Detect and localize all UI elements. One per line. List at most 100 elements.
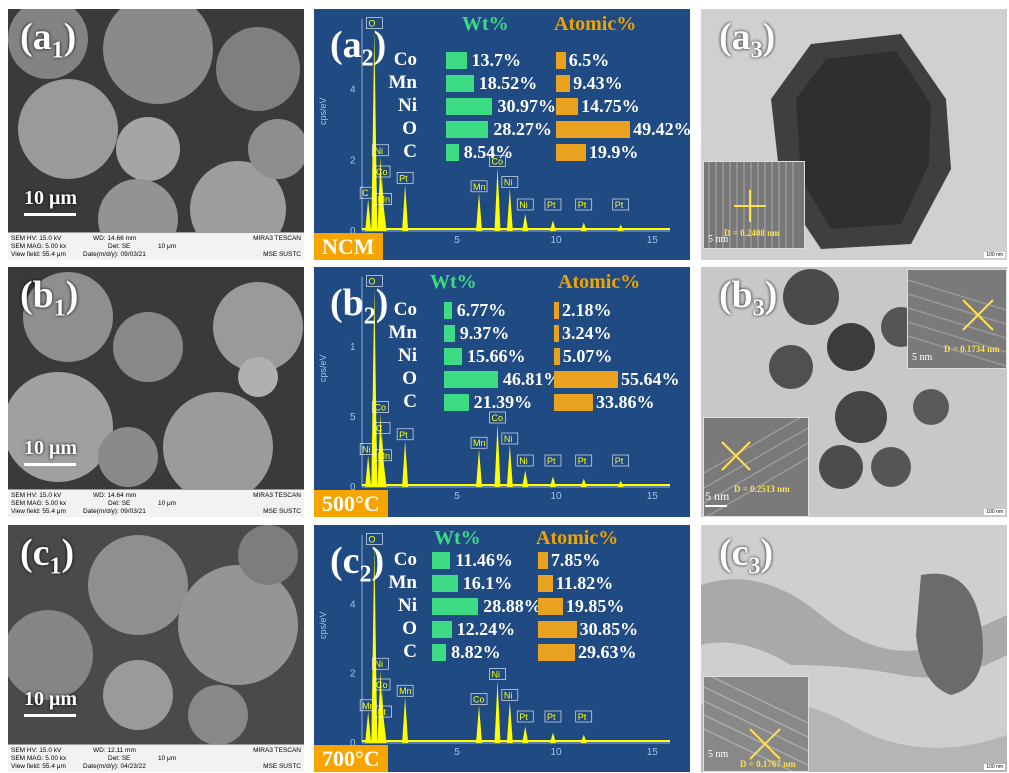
atomic-bar [538, 644, 576, 661]
sem-metadata-bar: SEM HV: 15.0 kV WD: 12.11 mm MIRA3 TESCA… [8, 744, 304, 772]
lattice-fringes [704, 162, 804, 248]
peak-label: Co [473, 695, 485, 705]
element-label: O [402, 618, 417, 639]
meta-det: Det: SE [108, 500, 131, 507]
peak-label-box [501, 176, 519, 188]
composition-row: Ni 15.66% 5.07% [314, 345, 690, 367]
wt-bar [432, 644, 447, 661]
atomic-bar [554, 302, 559, 319]
spectrum-peak [402, 184, 409, 231]
element-label: Mn [388, 572, 418, 593]
hrtem-inset-upper: D = 0.1734 nm 5 nm [907, 269, 1007, 369]
peak-label: Pt [399, 430, 408, 440]
peak-label-box [501, 432, 519, 445]
inset-scale-bar [705, 505, 727, 507]
spectrum-peak [617, 480, 624, 487]
atomic-bar [538, 621, 577, 638]
atomic-value: 11.82% [555, 573, 614, 593]
peak-label: Pt [378, 707, 387, 717]
atomic-value: 14.75% [581, 96, 640, 116]
composition-row: Co 13.7% 6.5% [314, 49, 690, 71]
wt-bar [444, 371, 498, 388]
wt-bar [432, 598, 479, 615]
spectrum-peak [494, 167, 501, 231]
spectrum-peak [476, 449, 483, 487]
peak-label-box [489, 668, 506, 680]
y-tick-label: 0 [350, 738, 356, 749]
x-tick-label: 10 [551, 747, 563, 758]
composition-row: O 46.81% 55.64% [314, 368, 690, 390]
peak-label-box [359, 699, 377, 712]
wt-value: 46.81% [502, 369, 562, 389]
sample-tag: 700°C [314, 745, 388, 772]
y-tick-label: 5 [350, 412, 356, 423]
atomic-value: 5.07% [562, 346, 613, 366]
spectrum-peak [365, 455, 372, 487]
wt-value: 12.24% [456, 619, 516, 639]
atomic-bar [554, 325, 559, 342]
atomic-bar [538, 575, 553, 592]
peak-label-box [396, 428, 414, 441]
y-tick-label: 1 [350, 342, 356, 353]
element-label: Ni [398, 345, 417, 366]
element-label: Co [393, 299, 417, 320]
peak-label-box [373, 678, 391, 691]
element-label: C [403, 641, 417, 662]
spectrum-peak [365, 711, 372, 743]
spectrum-peak [476, 705, 483, 743]
atomic-bar [556, 75, 571, 92]
sem-panel-b1: (b1) 10 μm SEM HV: 15.0 kV WD: 14.64 mm … [8, 267, 304, 517]
wt-header: Wt% [430, 271, 477, 293]
panel-label: (a1) [20, 16, 77, 64]
peak-label: Co [492, 156, 504, 166]
peak-label-box [612, 454, 630, 467]
element-label: O [402, 368, 417, 389]
composition-row: C 8.82% 29.63% [314, 641, 690, 663]
hrtem-inset: D = 0.1767 nm 5 nm [703, 676, 809, 772]
meta-det: Det: SE [108, 243, 131, 250]
peak-label: Ni [519, 200, 528, 210]
sample-tag: NCM [314, 233, 383, 260]
element-label: Mn [388, 322, 418, 343]
tem-panel-c3: (c3) D = 0.1767 nm 5 nm 100 nm [701, 525, 1007, 772]
tem-panel-b3: (b3) D = 0.1734 nm 5 nm D = 0.2513 nm 5 … [701, 267, 1007, 517]
meta-brand: MIRA3 TESCAN [253, 235, 301, 242]
element-label: C [403, 391, 417, 412]
wt-bar [446, 75, 474, 92]
meta-um: 10 μm [158, 500, 177, 507]
peak-label: Ni [519, 456, 528, 466]
peak-label-box [373, 422, 391, 434]
peak-label-box [575, 710, 593, 723]
peak-label: Mn [473, 438, 486, 448]
spectrum-peak [380, 718, 387, 743]
atomic-header: Atomic% [536, 527, 619, 549]
tem-panel-a3: (a3) D = 0.2408 nm 5 nm 100 nm [701, 9, 1007, 260]
meta-det: Det: SE [108, 755, 131, 762]
atomic-value: 2.18% [562, 300, 612, 320]
lattice-fringes [704, 677, 808, 771]
x-tick-label: 5 [454, 235, 460, 246]
d-spacing-label: D = 0.1767 nm [740, 759, 796, 769]
spectrum-peak [506, 188, 513, 231]
atomic-value: 19.85% [565, 596, 625, 616]
atomic-value: 3.24% [562, 323, 612, 343]
y-tick-label: 2 [350, 155, 356, 166]
meta-date: Date(m/d/y): 04/23/22 [83, 763, 146, 770]
y-axis-label: cps/eV [318, 611, 328, 639]
element-label: Ni [398, 595, 417, 616]
peak-label: C [376, 424, 383, 434]
meta-vf: View field: 55.4 μm [11, 763, 66, 770]
peak-label-box [396, 172, 414, 184]
scale-100nm: 100 nm [984, 252, 1005, 258]
meta-um: 10 μm [158, 755, 177, 762]
composition-row: C 8.54% 19.9% [314, 141, 690, 163]
peak-label: Co [376, 680, 388, 690]
atomic-bar [556, 52, 566, 69]
scale-bar [24, 714, 76, 717]
meta-brand: MIRA3 TESCAN [253, 747, 301, 754]
spectrum-peak [522, 214, 529, 231]
peak-label: Ni [492, 670, 501, 680]
wt-value: 28.27% [493, 119, 552, 139]
panel-label: (c2) [330, 540, 385, 588]
meta-mag: SEM MAG: 5.00 kx [11, 500, 67, 507]
